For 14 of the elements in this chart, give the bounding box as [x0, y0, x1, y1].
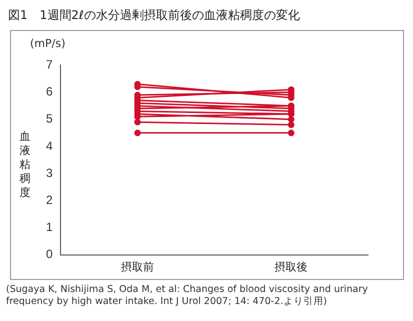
y-tick-label: 0: [46, 247, 53, 262]
text: (Sugaya K, Nishijima S, Oda M, et al: Changes of blood viscosity and urinary frequency by high water intake. Int J Urol 2007; 14: 470-2.より引用): [6, 284, 369, 308]
y-tick-label: 3: [46, 166, 53, 180]
chart-title: 図1 1週間2ℓの水分過剰摂取前後の血液粘稠度の変化: [8, 7, 300, 24]
x-tick-label: 摂取後: [274, 261, 308, 274]
y-tick-label: 6: [46, 84, 53, 99]
text: (mP/s): [30, 37, 66, 50]
y-axis-title: 血液粘稠度: [19, 130, 31, 200]
x-tick-label: 摂取前: [121, 261, 154, 274]
y-tick-label: 5: [46, 112, 53, 126]
y-tick-label: 1: [46, 220, 53, 234]
y-tick-label: 4: [46, 138, 53, 153]
y-tick-label: 2: [46, 192, 53, 207]
y-tick-label: 7: [46, 58, 53, 72]
